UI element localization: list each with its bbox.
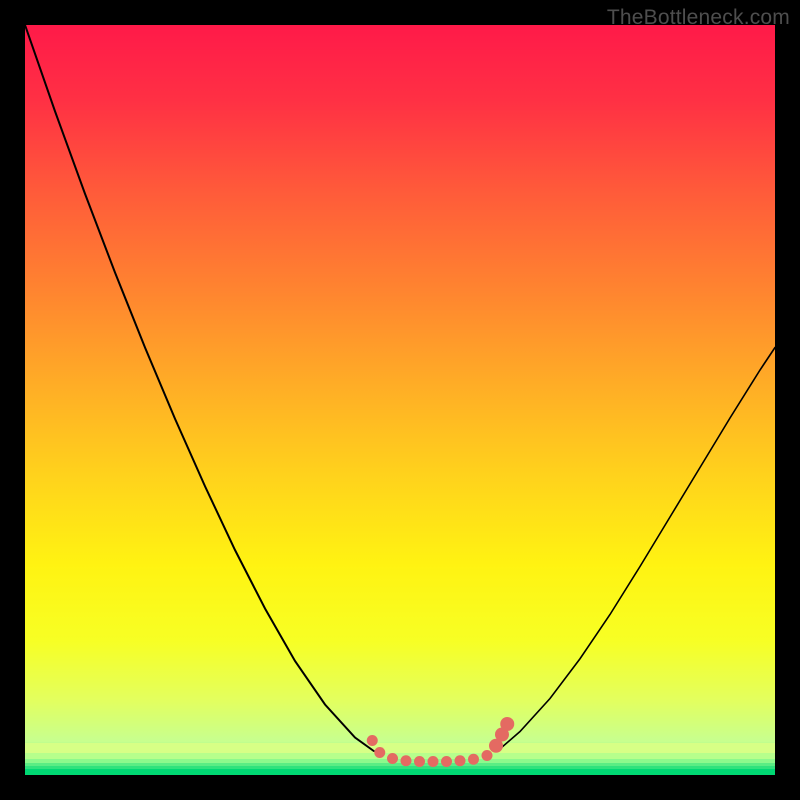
watermark-text: TheBottleneck.com [607,6,790,30]
marker-dot [428,756,439,767]
marker-dot [482,750,493,761]
bottom-stripe [25,766,775,769]
bottom-stripe [25,763,775,766]
marker-dot [441,756,452,767]
bottom-stripe [25,769,775,775]
marker-dot [414,756,425,767]
gradient-background [25,25,775,775]
bottom-stripe [25,743,775,753]
marker-dot [500,717,514,731]
marker-dot [455,755,466,766]
bottom-stripe [25,753,775,759]
plot-area [25,25,775,775]
marker-dot [468,754,479,765]
bottom-stripe-group [25,743,775,775]
marker-dot [374,747,385,758]
chart-frame: TheBottleneck.com [0,0,800,800]
chart-svg [25,25,775,775]
bottom-stripe [25,759,775,763]
marker-dot [367,735,378,746]
marker-dot [387,753,398,764]
marker-dot [401,755,412,766]
